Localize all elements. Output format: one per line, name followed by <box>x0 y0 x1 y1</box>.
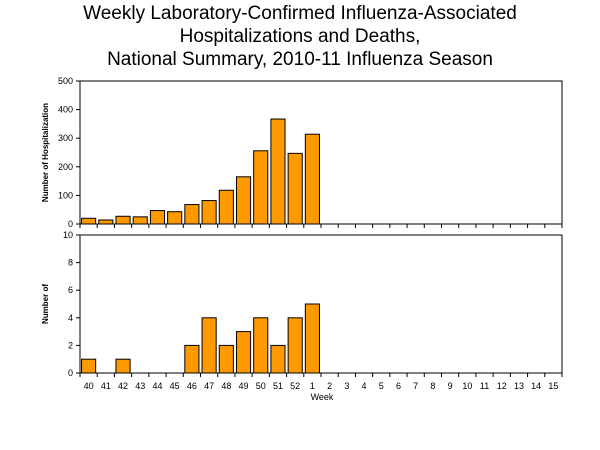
chart1-bar-week-43 <box>132 216 148 225</box>
chart2-plot-frame <box>79 234 563 374</box>
x-tick-label-14: 14 <box>531 381 541 391</box>
chart1-y-tick-label: 400 <box>58 105 73 115</box>
chart1-bar-week-49 <box>235 176 252 225</box>
chart2-bar-week-48 <box>218 344 234 374</box>
x-tick-label-41: 41 <box>101 381 111 391</box>
chart2-y-tick-label: 0 <box>68 368 73 378</box>
chart2-bar-week-51 <box>270 344 286 374</box>
chart1-plot-frame <box>79 80 563 225</box>
chart1-y-tick-label: 300 <box>58 133 73 143</box>
chart2-y-tick-label: 10 <box>63 230 73 240</box>
chart-title-line-1: Weekly Laboratory-Confirmed Influenza-As… <box>83 3 517 24</box>
x-axis-label: Week <box>311 392 334 402</box>
x-tick-label-42: 42 <box>118 381 128 391</box>
chart1-y-tick-label: 500 <box>58 76 73 86</box>
x-tick-label-45: 45 <box>170 381 180 391</box>
chart1-bar-week-48 <box>218 189 234 225</box>
x-tick-label-7: 7 <box>413 381 418 391</box>
x-tick-label-10: 10 <box>462 381 472 391</box>
chart2-bar-week-42 <box>115 358 131 374</box>
chart2-bar-week-49 <box>235 331 252 374</box>
x-tick-label-2: 2 <box>327 381 332 391</box>
chart2-y-axis-label: Number of <box>41 284 50 324</box>
chart2-y-tick-label: 2 <box>68 340 73 350</box>
chart1-bar-week-42 <box>115 215 131 225</box>
chart1-y-tick-label: 100 <box>58 190 73 200</box>
x-tick-label-4: 4 <box>362 381 367 391</box>
chart2-y-tick-label: 6 <box>68 285 73 295</box>
chart1-bar-week-46 <box>184 204 200 225</box>
x-tick-label-51: 51 <box>273 381 283 391</box>
x-tick-label-43: 43 <box>135 381 145 391</box>
x-tick-label-11: 11 <box>480 381 489 391</box>
x-tick-label-12: 12 <box>497 381 507 391</box>
x-tick-label-3: 3 <box>344 381 349 391</box>
x-tick-label-5: 5 <box>379 381 384 391</box>
chart1-y-tick-label: 0 <box>68 219 73 229</box>
chart1-bar-week-41 <box>98 219 114 225</box>
chart2-bar-week-1 <box>304 303 320 374</box>
x-tick-label-8: 8 <box>430 381 435 391</box>
x-tick-label-6: 6 <box>396 381 401 391</box>
x-tick-label-47: 47 <box>204 381 214 391</box>
chart-title-line-2: Hospitalizations and Deaths, <box>179 26 421 47</box>
x-tick-label-46: 46 <box>187 381 197 391</box>
chart2-bar-week-47 <box>201 317 217 374</box>
chart1-bar-week-44 <box>149 210 166 225</box>
chart2-bar-week-46 <box>184 344 200 374</box>
chart2-y-tick-label: 4 <box>68 313 73 323</box>
chart1-bar-week-52 <box>287 152 303 225</box>
x-tick-label-44: 44 <box>152 381 162 391</box>
x-tick-label-40: 40 <box>84 381 94 391</box>
x-tick-label-1: 1 <box>310 381 315 391</box>
x-tick-label-49: 49 <box>239 381 249 391</box>
chart1-bar-week-50 <box>253 150 269 225</box>
chart1-bar-week-40 <box>81 217 97 225</box>
chart2-bar-week-40 <box>81 358 97 374</box>
chart2-bar-week-50 <box>253 317 269 374</box>
x-tick-label-9: 9 <box>448 381 453 391</box>
x-tick-label-50: 50 <box>256 381 266 391</box>
chart-title: Weekly Laboratory-Confirmed Influenza-As… <box>0 2 600 71</box>
x-tick-label-15: 15 <box>548 381 558 391</box>
x-tick-label-48: 48 <box>221 381 231 391</box>
x-tick-label-52: 52 <box>290 381 300 391</box>
chart1-bar-week-1 <box>304 133 320 225</box>
chart1-bar-week-47 <box>201 200 217 225</box>
chart1-y-axis-label: Number of Hospitalization <box>41 103 50 202</box>
chart2-y-tick-label: 8 <box>68 258 73 268</box>
chart1-y-tick-label: 200 <box>58 162 73 172</box>
chart-title-line-3: National Summary, 2010-11 Influenza Seas… <box>107 49 493 70</box>
chart1-bar-week-51 <box>270 118 286 225</box>
chart2-bar-week-52 <box>287 317 303 374</box>
chart1-bar-week-45 <box>167 211 183 225</box>
x-tick-label-13: 13 <box>514 381 524 391</box>
